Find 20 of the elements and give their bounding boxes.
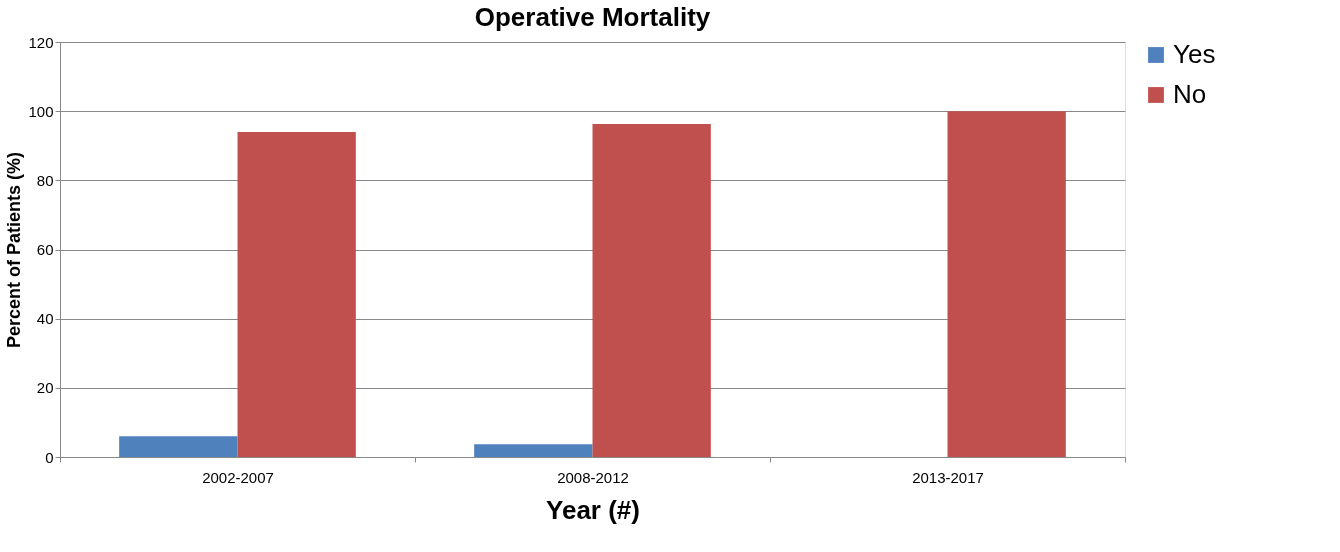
x-tick-label: 2008-2012 xyxy=(557,468,629,486)
y-tick-label: 120 xyxy=(28,33,54,51)
bar xyxy=(237,131,356,457)
y-tick-label: 60 xyxy=(36,241,54,258)
x-tick-label: 2013-2017 xyxy=(912,468,984,486)
bar xyxy=(947,111,1066,457)
bar xyxy=(592,123,711,457)
legend-label: No xyxy=(1173,79,1207,109)
x-axis-title: Year (#) xyxy=(546,494,640,525)
chart-title: Operative Mortality xyxy=(474,2,711,32)
y-tick-label: 100 xyxy=(28,102,54,120)
bar xyxy=(474,444,593,457)
y-tick-label: 80 xyxy=(36,171,54,189)
y-axis-title: Percent of Patients (%) xyxy=(4,151,25,349)
legend-label: Yes xyxy=(1173,39,1216,69)
y-tick-label: 40 xyxy=(36,310,54,328)
y-tick-label: 20 xyxy=(36,379,54,397)
bar xyxy=(119,436,238,457)
y-tick-label: 0 xyxy=(45,448,54,466)
x-tick-label: 2002-2007 xyxy=(202,468,274,486)
